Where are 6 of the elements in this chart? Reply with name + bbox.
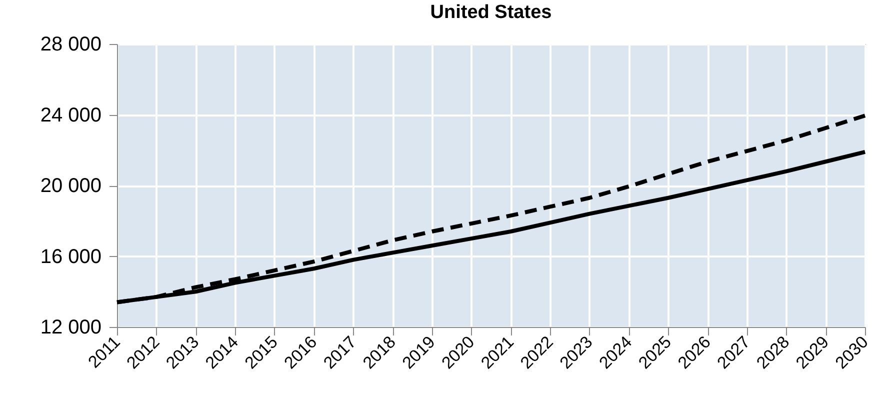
- y-tick-label: 16 000: [40, 246, 102, 268]
- y-tick-label: 12 000: [40, 316, 102, 338]
- y-tick-label: 28 000: [40, 34, 102, 56]
- chart-title: United States: [430, 2, 552, 23]
- y-tick-label: 24 000: [40, 104, 102, 126]
- y-tick-label: 20 000: [40, 175, 102, 197]
